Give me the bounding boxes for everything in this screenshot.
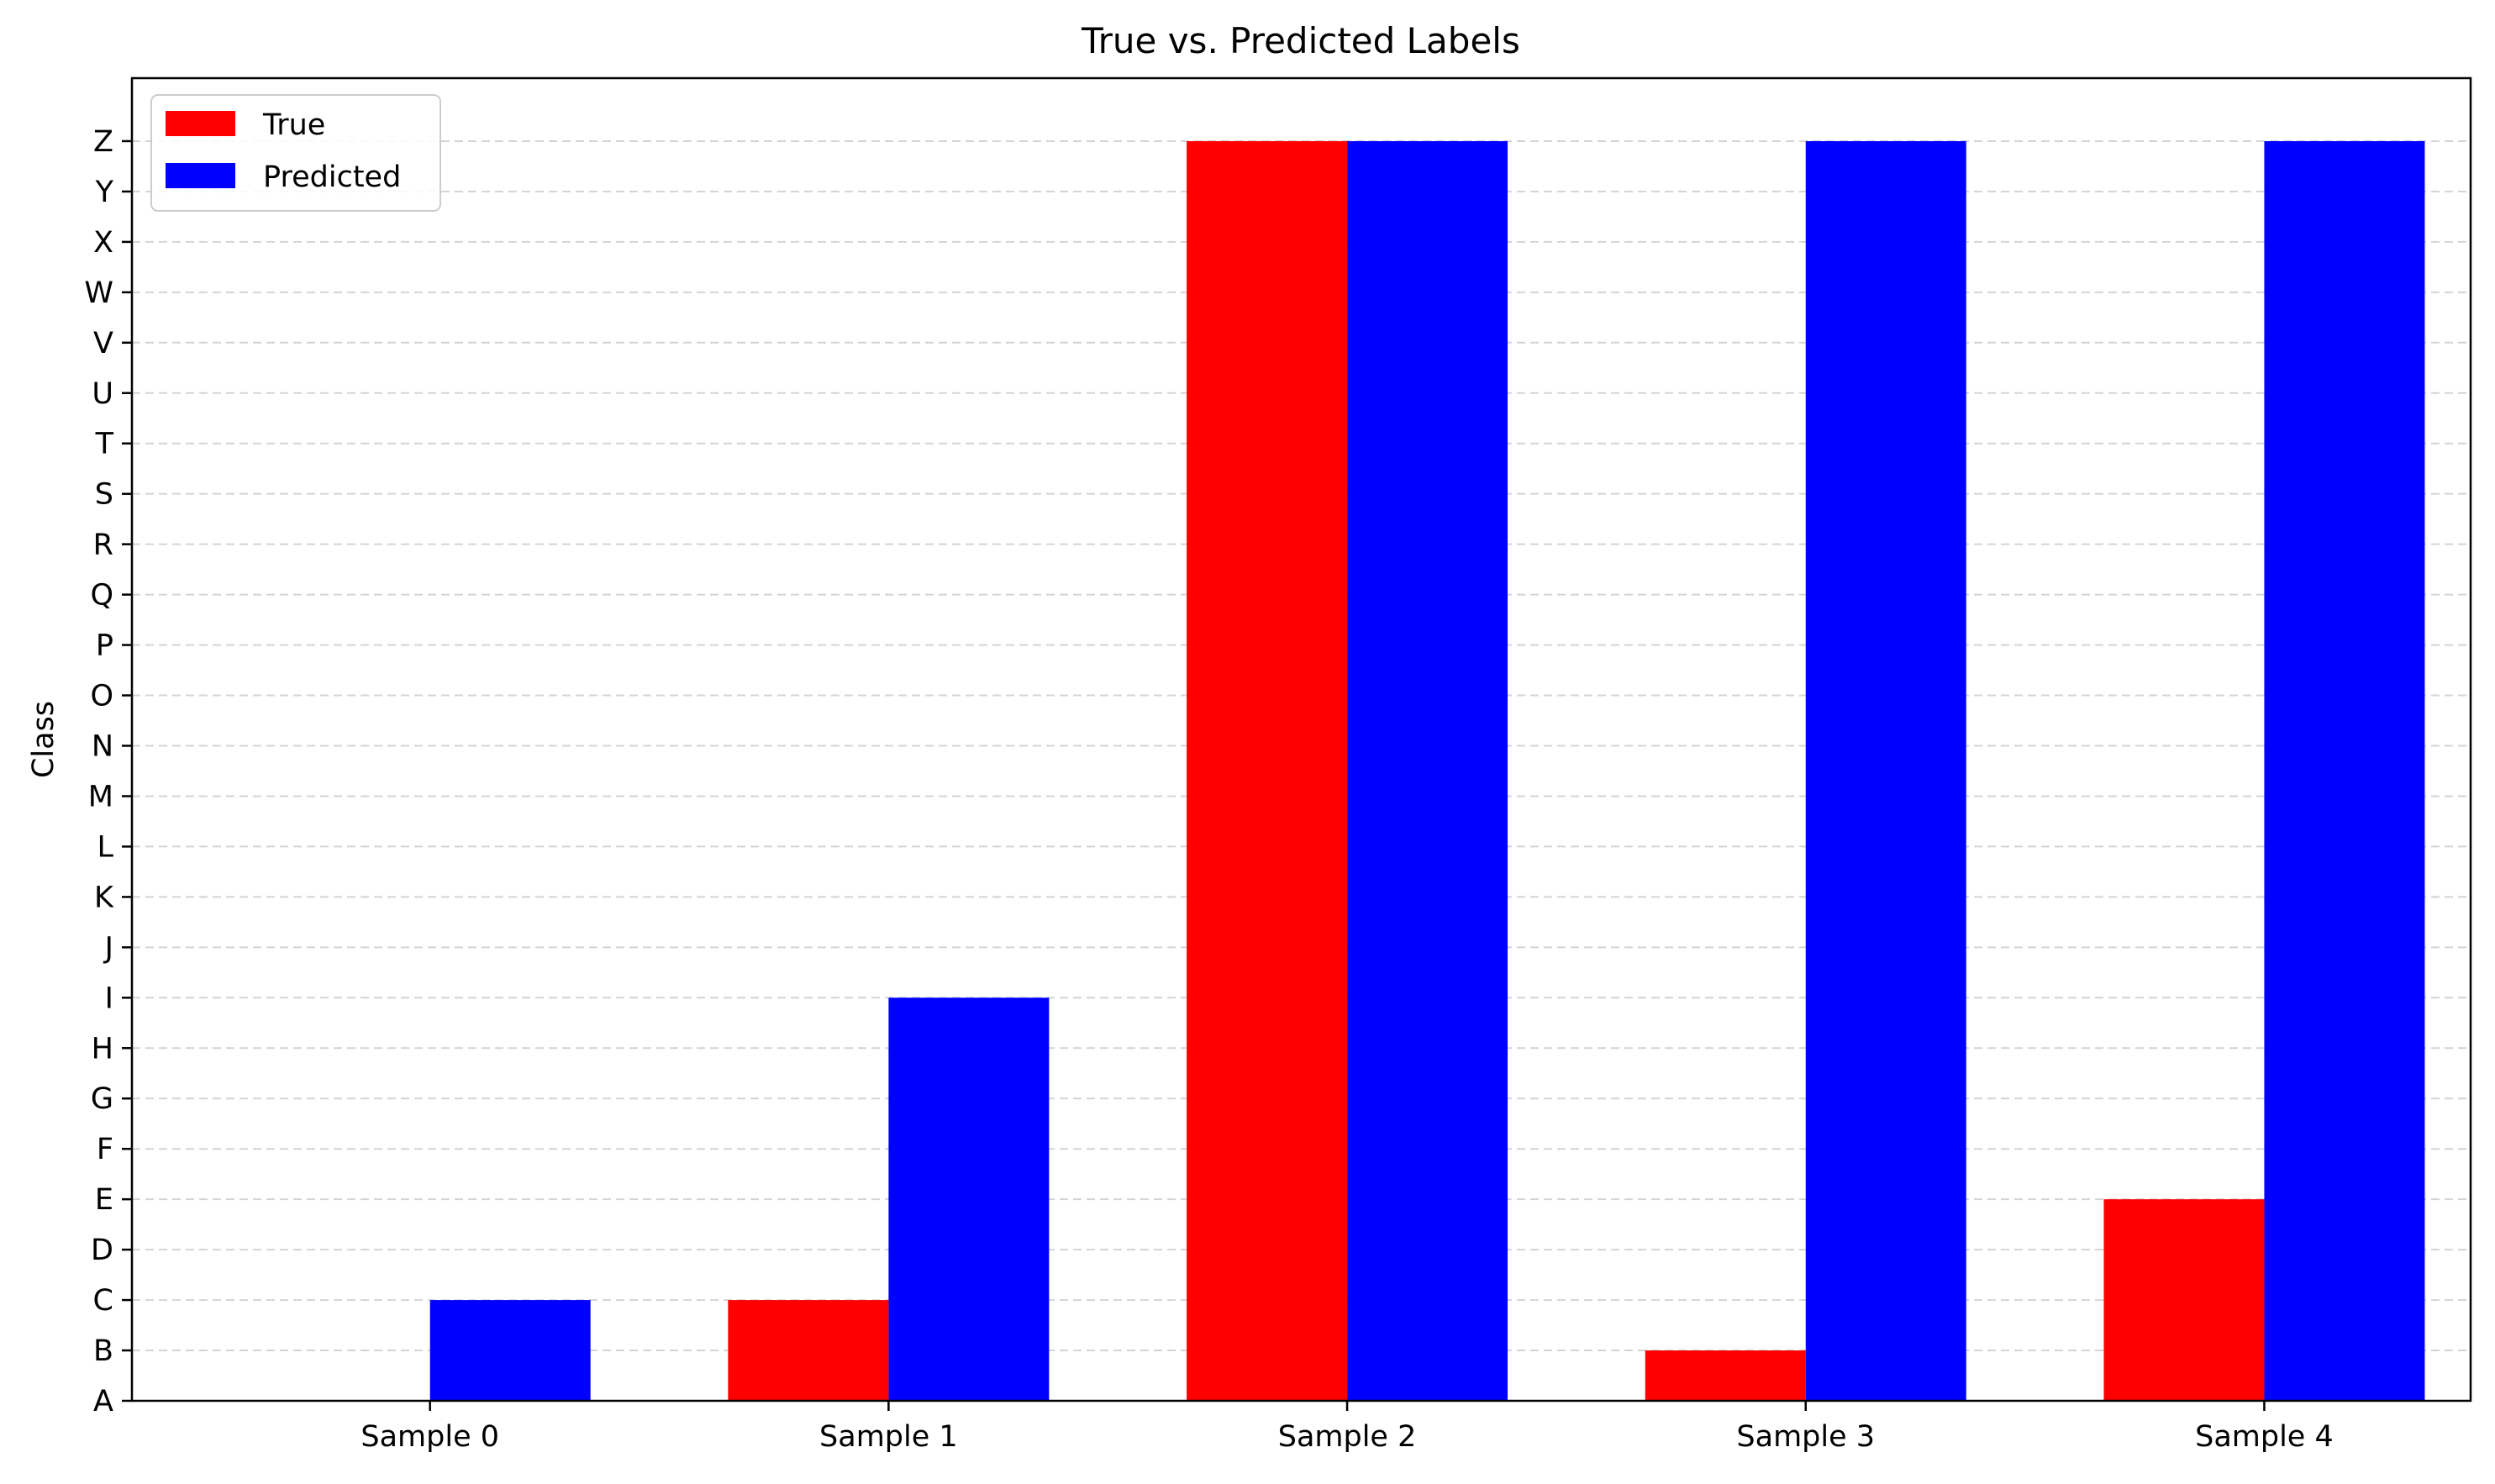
y-tick-label: L xyxy=(97,830,114,864)
y-tick-label: F xyxy=(97,1133,113,1166)
x-tick-label: Sample 1 xyxy=(819,1420,958,1454)
legend-swatch-true xyxy=(166,111,235,136)
y-tick-label: K xyxy=(94,881,114,914)
y-tick-label: S xyxy=(95,478,113,512)
legend-label-true: True xyxy=(262,108,325,142)
y-tick-label: T xyxy=(95,428,114,461)
bars xyxy=(429,140,2425,1401)
y-tick-label: Q xyxy=(90,579,113,613)
y-tick-label: Y xyxy=(95,176,114,209)
y-tick-label: J xyxy=(103,931,113,965)
bar-true-2 xyxy=(1187,140,1348,1401)
y-axis-label: Class xyxy=(27,701,61,778)
y-tick-label: X xyxy=(93,226,113,260)
bar-predicted-1 xyxy=(888,997,1050,1401)
x-tick-label: Sample 0 xyxy=(361,1420,499,1454)
x-tick-label: Sample 4 xyxy=(2195,1420,2334,1454)
x-axis-ticks: Sample 0 Sample 1 Sample 2 Sample 3 Sample 4 xyxy=(361,1401,2334,1454)
y-tick-label: R xyxy=(93,529,113,562)
y-tick-label: V xyxy=(93,327,113,360)
x-tick-label: Sample 3 xyxy=(1736,1420,1875,1454)
bar-predicted-4 xyxy=(2264,140,2425,1401)
y-tick-label: E xyxy=(95,1183,113,1217)
y-tick-label: H xyxy=(92,1032,113,1066)
bar-true-1 xyxy=(728,1300,889,1401)
legend-swatch-predicted xyxy=(166,163,235,188)
bar-true-3 xyxy=(1645,1350,1806,1401)
y-tick-label: D xyxy=(91,1234,113,1267)
y-tick-label: N xyxy=(92,729,113,763)
chart-title: True vs. Predicted Labels xyxy=(1081,20,1520,61)
plot-frame xyxy=(130,76,2472,1402)
x-tick-label: Sample 2 xyxy=(1278,1420,1417,1454)
y-tick-label: B xyxy=(93,1334,113,1368)
y-tick-label: W xyxy=(84,276,113,310)
y-tick-label: Z xyxy=(93,125,113,159)
y-tick-label: A xyxy=(93,1385,113,1418)
y-tick-label: G xyxy=(91,1082,113,1116)
legend-label-predicted: Predicted xyxy=(263,161,401,194)
bar-predicted-2 xyxy=(1347,140,1508,1401)
bar-predicted-0 xyxy=(429,1300,591,1401)
y-tick-label: P xyxy=(96,629,113,663)
y-tick-label: O xyxy=(90,680,113,713)
y-tick-label: M xyxy=(88,780,113,813)
y-tick-label: C xyxy=(93,1284,113,1318)
y-tick-label: I xyxy=(105,981,113,1015)
y-tick-label: U xyxy=(92,377,113,411)
bar-predicted-3 xyxy=(1805,140,1966,1401)
bar-true-4 xyxy=(2103,1199,2265,1401)
legend: True Predicted xyxy=(150,94,441,212)
